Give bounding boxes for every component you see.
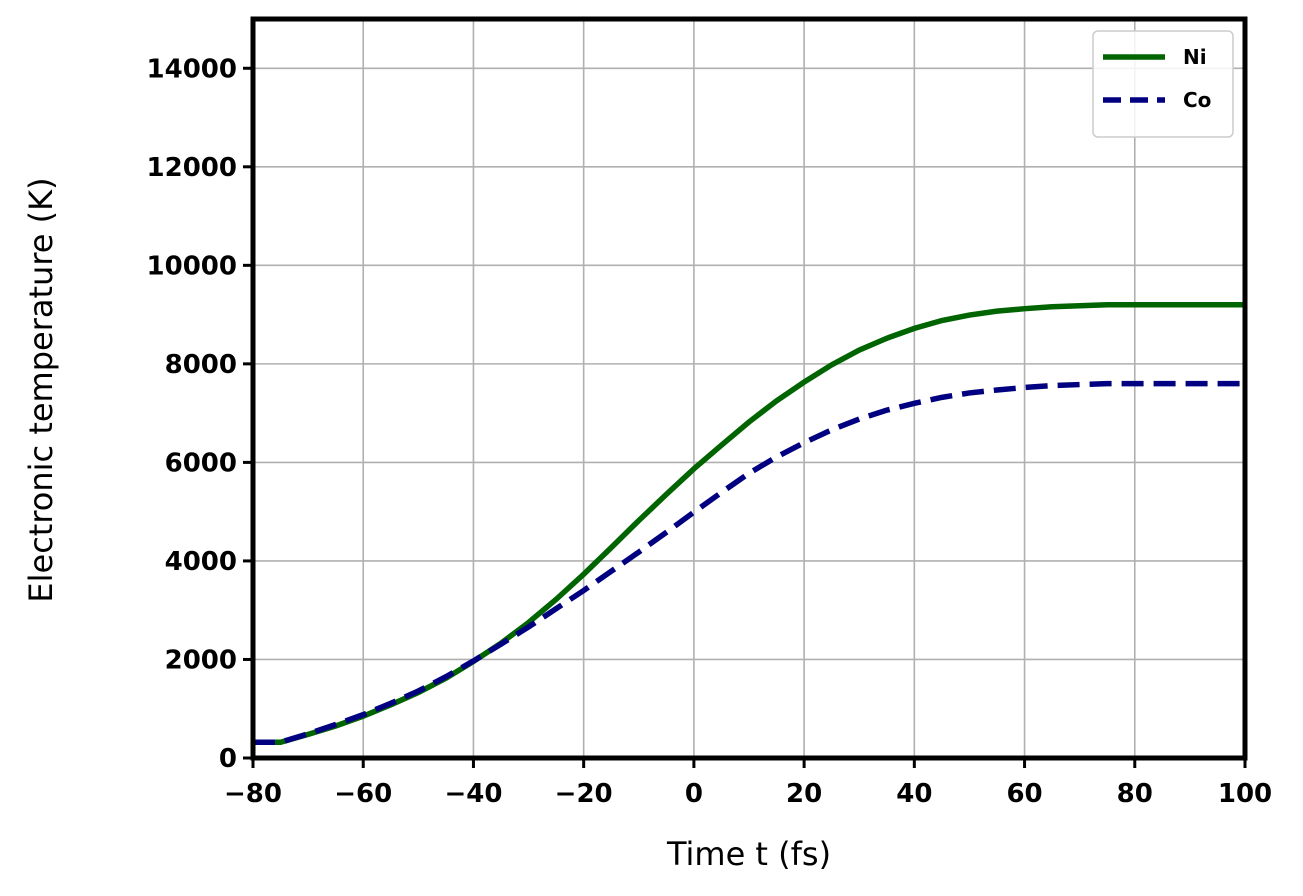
x-tick-label: 20 xyxy=(786,779,822,809)
line-ni xyxy=(253,302,1245,745)
x-tick-label: −60 xyxy=(334,779,392,809)
x-tick-label: 80 xyxy=(1117,779,1153,809)
y-tick-label: 0 xyxy=(219,744,237,774)
y-tick-label: 2000 xyxy=(165,645,237,675)
y-tick-label: 4000 xyxy=(165,547,237,577)
x-tick-label: 40 xyxy=(896,779,932,809)
legend: Ni Co xyxy=(1092,30,1234,138)
x-tick-label: −80 xyxy=(224,779,282,809)
line-co xyxy=(253,380,1245,745)
x-tick-label: 60 xyxy=(1006,779,1042,809)
x-tick-label: 0 xyxy=(685,779,703,809)
y-tick-label: 12000 xyxy=(147,153,237,183)
x-axis-label: Time t (fs) xyxy=(666,835,831,873)
y-tick-label: 14000 xyxy=(147,54,237,84)
legend-box xyxy=(1092,30,1234,138)
y-tick-label: 8000 xyxy=(165,350,237,380)
x-tick-label: 100 xyxy=(1218,779,1272,809)
y-tick-label: 6000 xyxy=(165,448,237,478)
legend-label: Co xyxy=(1183,88,1211,112)
y-axis-label: Electronic temperature (K) xyxy=(22,177,60,602)
x-tick-label: −20 xyxy=(555,779,613,809)
plot-frame xyxy=(250,16,1248,761)
legend-label: Ni xyxy=(1183,45,1207,69)
y-tick-label: 10000 xyxy=(147,251,237,281)
x-tick-label: −40 xyxy=(444,779,502,809)
